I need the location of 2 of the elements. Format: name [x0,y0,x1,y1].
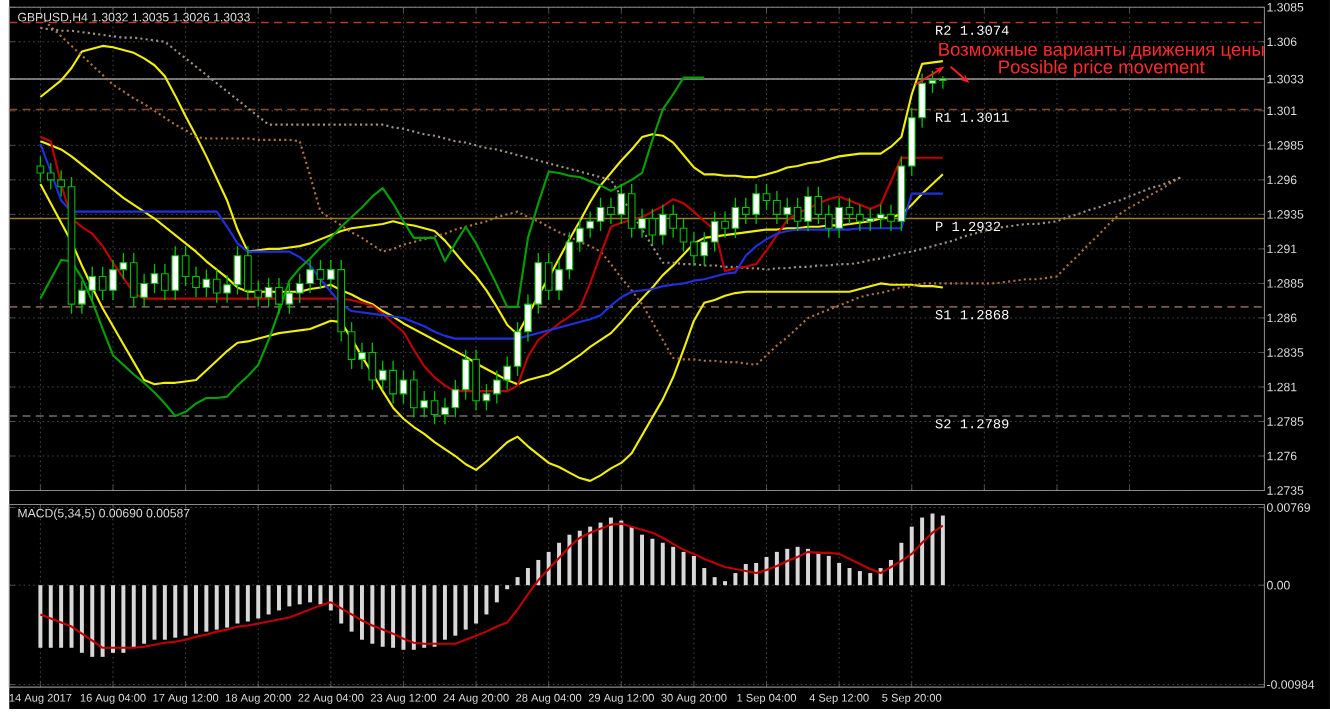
annotation: Возможные варианты движения цены [939,42,1264,60]
annotation: Possible price movement [999,59,1205,77]
